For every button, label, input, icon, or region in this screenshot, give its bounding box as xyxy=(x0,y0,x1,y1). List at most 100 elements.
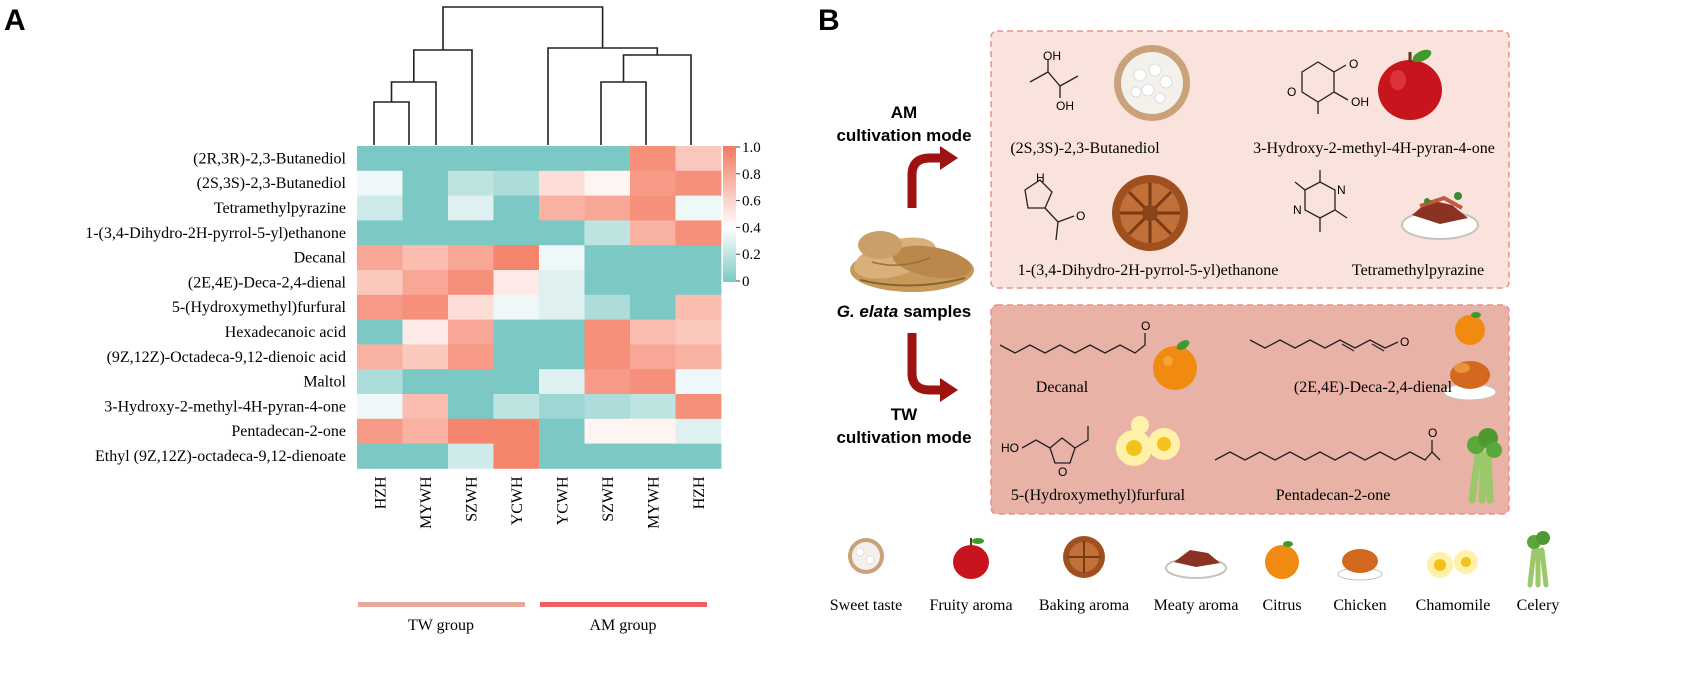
heatmap-cell xyxy=(493,146,540,172)
am-mode-label-1: AM xyxy=(891,103,917,122)
heatmap-cell xyxy=(493,319,540,345)
heatmap-cell xyxy=(357,146,403,172)
tw-group-bar xyxy=(358,602,525,607)
heatmap-cell xyxy=(402,344,449,370)
tw-compound-1: Decanal xyxy=(1036,379,1089,396)
baked-pastry-image xyxy=(1112,175,1188,251)
heatmap-cell xyxy=(493,394,540,420)
heatmap-cell xyxy=(357,394,403,420)
struct-n-2: N xyxy=(1293,203,1302,217)
heatmap-cell xyxy=(402,394,449,420)
heatmap-cell xyxy=(584,270,631,296)
heatmap-cell xyxy=(493,369,540,395)
colorbar-ticks: 1.0 0.8 0.6 0.4 0.2 0 xyxy=(736,140,761,290)
legend xyxy=(848,531,1550,588)
heatmap-column-label: HZH xyxy=(373,476,390,509)
heatmap-cell xyxy=(675,294,722,320)
heatmap-column-label: MYWH xyxy=(418,476,435,529)
heatmap-cell xyxy=(584,394,631,420)
apple-image xyxy=(1378,49,1442,120)
heatmap-cell xyxy=(357,220,403,246)
heatmap-column-labels: HZH MYWH SZWH YCWH YCWH SZWH MYWH HZH xyxy=(373,476,709,529)
heatmap-cell xyxy=(630,270,676,296)
heatmap-cell xyxy=(493,170,540,196)
heatmap-row-label: Decanal xyxy=(294,250,347,267)
legend-chamomile-icon xyxy=(1427,550,1478,578)
heatmap-column-label: MYWH xyxy=(646,476,663,529)
heatmap-cell xyxy=(675,170,722,196)
heatmap-cell xyxy=(448,245,494,271)
heatmap-cell xyxy=(402,418,449,444)
heatmap-cell xyxy=(584,170,631,196)
heatmap-cell xyxy=(493,443,540,469)
maltol-structure xyxy=(1301,61,1349,114)
legend-chicken-icon xyxy=(1337,549,1383,581)
struct-o-6: O xyxy=(1058,465,1067,479)
heatmap-cell xyxy=(584,319,631,345)
heatmap-cell xyxy=(448,195,494,221)
pyrroline-structure xyxy=(1024,179,1075,241)
am-compound-2: 3-Hydroxy-2-methyl-4H-pyran-4-one xyxy=(1253,140,1495,157)
heatmap-cell xyxy=(630,443,676,469)
heatmap-cell xyxy=(357,245,403,271)
struct-n-1: N xyxy=(1337,183,1346,197)
struct-o-4: O xyxy=(1141,319,1150,333)
heatmap-cell xyxy=(630,146,676,172)
dendrogram xyxy=(373,6,692,145)
heatmap-cell xyxy=(493,245,540,271)
heatmap-row-label: (2R,3R)-2,3-Butanediol xyxy=(193,150,346,167)
meat-plate-image xyxy=(1401,192,1479,240)
heatmap-row-label: Maltol xyxy=(303,374,346,391)
heatmap-cell xyxy=(357,443,403,469)
struct-oh-3: OH xyxy=(1351,95,1369,109)
sugar-bowl-image xyxy=(1114,45,1190,121)
heatmap-cell xyxy=(539,294,585,320)
colorbar-tick-label: 0 xyxy=(742,274,750,290)
heatmap-row-label: Hexadecanoic acid xyxy=(225,324,346,341)
heatmap-cell xyxy=(448,394,494,420)
heatmap-cell xyxy=(448,369,494,395)
am-mode-label-2: cultivation mode xyxy=(836,126,971,145)
heatmap-cell xyxy=(539,146,585,172)
heatmap-cell xyxy=(584,443,631,469)
samples-label-rest: samples xyxy=(903,302,971,321)
samples-label-italic: G. elata xyxy=(837,302,898,321)
legend-label: Meaty aroma xyxy=(1154,597,1239,614)
heatmap-cell xyxy=(448,344,494,370)
panel-b-label: B xyxy=(818,4,840,37)
heatmap-cell xyxy=(539,195,585,221)
celery-image xyxy=(1467,428,1502,504)
heatmap-cell xyxy=(402,270,449,296)
heatmap-row-label: (9Z,12Z)-Octadeca-9,12-dienoic acid xyxy=(107,349,346,366)
heatmap-cell xyxy=(675,369,722,395)
heatmap-cell xyxy=(630,294,676,320)
orange-image-1 xyxy=(1153,340,1197,390)
decanal-structure xyxy=(999,333,1146,354)
am-arrow xyxy=(907,146,958,208)
heatmap-column-label: SZWH xyxy=(600,476,617,522)
heatmap-cell xyxy=(630,245,676,271)
colorbar-tick-label: 1.0 xyxy=(742,140,761,156)
tw-group-label: TW group xyxy=(408,617,474,634)
am-compound-1: (2S,3S)-2,3-Butanediol xyxy=(1010,140,1160,157)
heatmap-cell xyxy=(630,319,676,345)
heatmap-cell xyxy=(357,319,403,345)
colorbar xyxy=(723,146,736,282)
heatmap-cell xyxy=(675,394,722,420)
heatmap-cell xyxy=(448,220,494,246)
heatmap-cell xyxy=(493,220,540,246)
heatmap-cell xyxy=(675,195,722,221)
heatmap-cell xyxy=(584,344,631,370)
heatmap-cell xyxy=(675,319,722,345)
butanediol-structure xyxy=(1029,60,1079,98)
tw-compound-box xyxy=(990,304,1510,515)
heatmap-cell xyxy=(584,418,631,444)
heatmap-cell xyxy=(402,195,449,221)
legend-celery-icon xyxy=(1527,531,1550,588)
heatmap-cell xyxy=(402,245,449,271)
legend-label: Celery xyxy=(1517,597,1560,614)
heatmap-cell xyxy=(539,220,585,246)
hmf-structure xyxy=(1021,426,1089,464)
heatmap-cell xyxy=(630,220,676,246)
